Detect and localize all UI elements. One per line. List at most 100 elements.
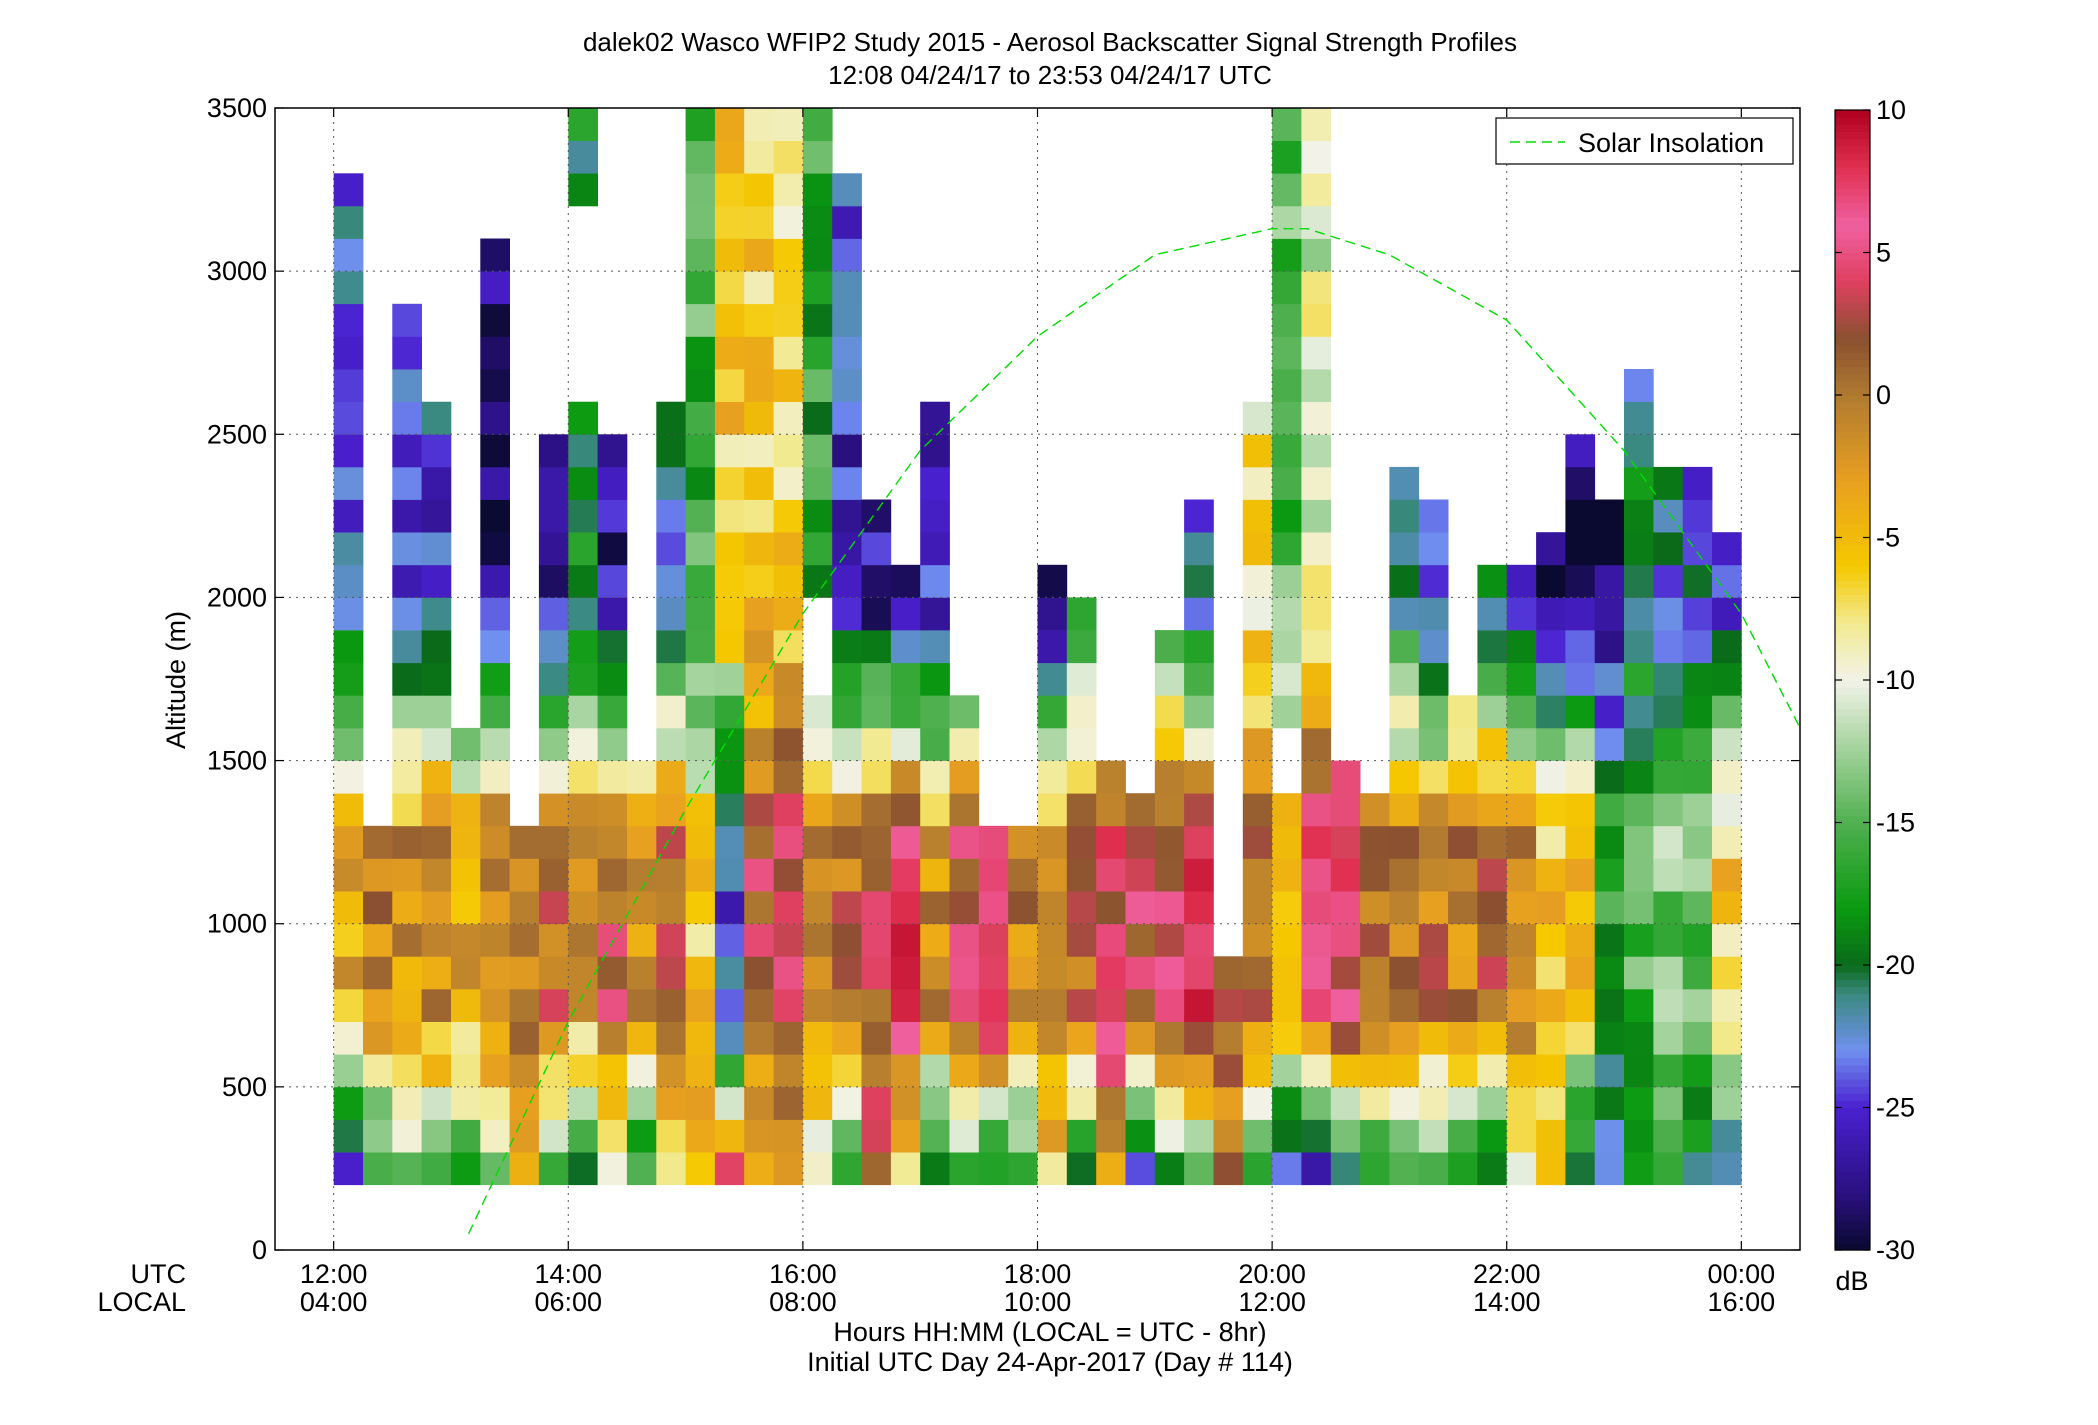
heatmap-cell xyxy=(949,727,980,761)
heatmap-cell xyxy=(333,727,364,761)
colorbar-band xyxy=(1835,1164,1870,1173)
heatmap-cell xyxy=(656,532,686,566)
heatmap-cell xyxy=(890,891,921,925)
heatmap-cell xyxy=(597,532,628,566)
heatmap-cell xyxy=(1125,1054,1156,1088)
heatmap-cell xyxy=(1594,564,1625,598)
heatmap-cell xyxy=(1448,1086,1478,1120)
heatmap-cell xyxy=(1125,1119,1156,1153)
heatmap-cell xyxy=(1477,630,1508,664)
x-tick-label-utc: 20:00 xyxy=(1238,1259,1306,1289)
heatmap-cell xyxy=(626,1086,657,1120)
heatmap-cell xyxy=(597,1054,628,1088)
colorbar-band xyxy=(1835,1107,1870,1116)
heatmap-cell xyxy=(1653,727,1684,761)
heatmap-cell xyxy=(1389,989,1420,1022)
heatmap-cell xyxy=(1242,989,1273,1022)
colorbar-band xyxy=(1835,1071,1870,1080)
heatmap-cell xyxy=(1389,793,1420,827)
heatmap-cell xyxy=(363,858,393,892)
heatmap-cell xyxy=(1624,532,1654,566)
colorbar-band xyxy=(1835,644,1870,653)
heatmap-cell xyxy=(1389,1152,1420,1186)
heatmap-cell xyxy=(1418,923,1449,957)
colorbar-tick-label: -20 xyxy=(1876,950,1915,980)
heatmap-cell xyxy=(773,630,804,664)
colorbar-band xyxy=(1835,566,1870,574)
heatmap-cell xyxy=(626,825,657,859)
heatmap-cell xyxy=(949,793,980,827)
colorbar-tick-label: -15 xyxy=(1876,808,1915,838)
y-tick-label: 1500 xyxy=(207,746,267,776)
heatmap-cell xyxy=(1477,727,1508,761)
heatmap-cell xyxy=(1272,173,1302,207)
heatmap-cell xyxy=(333,336,364,370)
heatmap-cell xyxy=(773,662,804,696)
heatmap-cell xyxy=(1624,1054,1654,1088)
heatmap-cell xyxy=(1536,923,1566,957)
y-tick-label: 3000 xyxy=(207,256,267,286)
colorbar-band xyxy=(1835,373,1870,382)
grid-lines xyxy=(275,107,1800,1251)
heatmap-cell xyxy=(421,760,452,794)
colorbar-band xyxy=(1835,658,1870,667)
heatmap-cell xyxy=(1565,923,1596,957)
heatmap-cell xyxy=(1301,825,1332,859)
heatmap-cell xyxy=(1712,1054,1742,1088)
heatmap-cell xyxy=(1242,401,1273,435)
heatmap-cell xyxy=(1125,1021,1156,1055)
heatmap-cell xyxy=(538,630,569,664)
heatmap-cell xyxy=(714,727,745,761)
heatmap-cell xyxy=(890,1086,921,1120)
heatmap-cell xyxy=(744,1021,774,1055)
colorbar-band xyxy=(1835,630,1870,638)
colorbar-band xyxy=(1835,1214,1870,1223)
heatmap-cell xyxy=(1272,108,1302,141)
heatmap-cell xyxy=(363,956,393,990)
heatmap-cell xyxy=(685,564,716,598)
heatmap-cell xyxy=(920,1152,950,1186)
heatmap-cell xyxy=(744,1086,774,1120)
legend: Solar Insolation xyxy=(1495,117,1794,165)
heatmap-cell xyxy=(1096,793,1126,827)
heatmap-cell xyxy=(656,760,686,794)
heatmap-cell xyxy=(1301,858,1332,892)
heatmap-cell xyxy=(363,1054,393,1088)
heatmap-cell xyxy=(1037,923,1068,957)
heatmap-cell xyxy=(1477,989,1508,1022)
heatmap-cell xyxy=(1301,1021,1332,1055)
heatmap-cell xyxy=(1653,793,1684,827)
heatmap-cell xyxy=(744,1119,774,1153)
heatmap-cell xyxy=(1682,1021,1713,1055)
heatmap-cell xyxy=(744,695,774,729)
heatmap-cell xyxy=(480,695,510,729)
heatmap-cell xyxy=(1682,1054,1713,1088)
heatmap-cell xyxy=(920,1054,950,1088)
heatmap-cell xyxy=(1565,1054,1596,1088)
colorbar-band xyxy=(1835,1143,1870,1151)
heatmap-cell xyxy=(1154,793,1185,827)
heatmap-cell xyxy=(832,173,862,207)
heatmap-cell xyxy=(685,597,716,631)
heatmap-cell xyxy=(744,662,774,696)
colorbar-band xyxy=(1835,202,1870,211)
heatmap-cell xyxy=(1565,1086,1596,1120)
heatmap-cell xyxy=(421,727,452,761)
heatmap-cell xyxy=(568,173,598,207)
heatmap-cell xyxy=(744,173,774,207)
heatmap-cell xyxy=(1506,1152,1537,1186)
heatmap-cell xyxy=(1037,564,1068,598)
heatmap-cell xyxy=(1184,923,1214,957)
heatmap-cell xyxy=(1536,564,1566,598)
heatmap-cell xyxy=(1301,727,1332,761)
heatmap-cell xyxy=(1448,989,1478,1022)
heatmap-cell xyxy=(656,956,686,990)
heatmap-cell xyxy=(392,727,422,761)
heatmap-cell xyxy=(392,466,422,500)
colorbar-band xyxy=(1835,922,1870,930)
heatmap-cell xyxy=(685,793,716,827)
heatmap-cell xyxy=(1389,858,1420,892)
colorbar-band xyxy=(1835,594,1870,603)
heatmap-cell xyxy=(1272,923,1302,957)
heatmap-cell xyxy=(1008,1054,1038,1088)
